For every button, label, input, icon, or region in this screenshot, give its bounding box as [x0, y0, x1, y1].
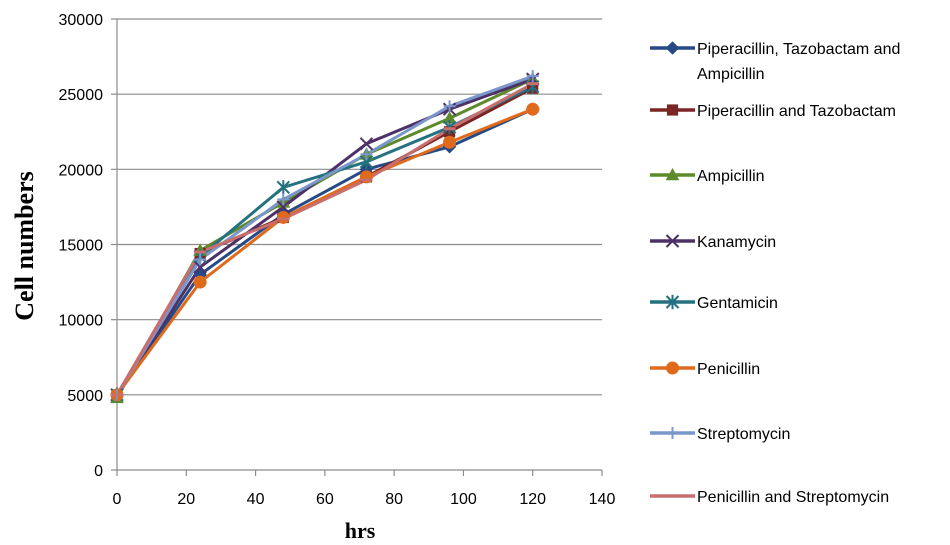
data-point-kanamycin-48: [276, 200, 290, 214]
legend-label-ampicillin: Ampicillin: [697, 168, 765, 185]
data-point-streptomycin-72: [360, 148, 373, 161]
legend-item-penicillin: Penicillin: [650, 361, 760, 378]
data-point-kanamycin-72-b: [359, 137, 374, 151]
x-axis-title: hrs: [345, 518, 376, 543]
legend-marker-piperacillin-tazobactam-and-ampicillin: [665, 41, 680, 55]
y-tick-label-15000: 15000: [59, 238, 104, 255]
legend-marker-piperacillin-and-tazobactam: [666, 104, 679, 116]
legend-label-piperacillin-tazobactam-and-ampicillin-line2: Ampicillin: [697, 66, 765, 83]
x-tick-label-20: 20: [177, 491, 195, 508]
data-point-gentamicin-48: [276, 180, 290, 195]
legend-item-ampicillin: Ampicillin: [650, 167, 765, 185]
data-point-streptomycin-48: [277, 193, 290, 206]
legend-item-penicillin-and-streptomycin: Penicillin and Streptomycin: [650, 489, 889, 506]
axes: 0 5000 10000 15000 20000 25000 30000 0 20 40 60 80 1…: [59, 12, 616, 508]
legend-marker-kanamycin: [665, 234, 680, 248]
data-point-kanamycin-72: [359, 137, 374, 151]
data-point-streptomycin-96: [443, 100, 456, 113]
legend-item-piperacillin-tazobactam-and-ampicillin: Piperacillin, Tazobactam and Ampicillin: [650, 41, 900, 83]
y-tick-label-10000: 10000: [59, 313, 104, 330]
legend-label-gentamicin: Gentamicin: [697, 295, 778, 312]
legend-label-piperacillin-and-tazobactam: Piperacillin and Tazobactam: [697, 103, 896, 120]
x-tick-label-140: 140: [589, 491, 616, 508]
series-markers: [110, 70, 540, 404]
legend-item-kanamycin: Kanamycin: [650, 234, 776, 251]
y-tick-label-20000: 20000: [59, 162, 104, 179]
x-tick-label-80: 80: [385, 491, 403, 508]
y-tick-label-5000: 5000: [67, 388, 103, 405]
data-point-penicillin-48: [276, 210, 290, 224]
gridlines: [117, 18, 602, 396]
series-line-penicillin-and-streptomycin: [115, 82, 535, 397]
legend-marker-penicillin: [666, 361, 679, 375]
data-point-kanamycin-24-b: [193, 260, 207, 274]
data-point-streptomycin-120: [526, 70, 539, 83]
series-line-kanamycin: [115, 77, 535, 397]
legend-label-penicillin-and-streptomycin: Penicillin and Streptomycin: [697, 489, 889, 506]
x-tick-label-120: 120: [519, 491, 546, 508]
series-lines: [115, 74, 535, 400]
legend-label-kanamycin: Kanamycin: [697, 234, 776, 251]
x-tick-label-60: 60: [316, 491, 334, 508]
data-point-penicillin-96: [443, 135, 457, 149]
data-point-kanamycin-24: [193, 260, 207, 274]
legend-item-piperacillin-and-tazobactam: Piperacillin and Tazobactam: [650, 103, 896, 120]
legend-marker-kanamycin-b: [665, 234, 680, 248]
legend-item-streptomycin: Streptomycin: [650, 426, 790, 443]
legend-label-penicillin: Penicillin: [697, 361, 760, 378]
x-tick-label-100: 100: [450, 491, 477, 508]
series-line-streptomycin: [115, 74, 535, 397]
data-point-penicillin-120: [526, 102, 540, 116]
legend-marker-gentamicin: [665, 294, 680, 310]
data-point-kanamycin-48-b: [276, 200, 290, 214]
data-point-penicillin-24: [193, 275, 207, 289]
y-tick-label-25000: 25000: [59, 87, 104, 104]
y-tick-label-0: 0: [94, 463, 103, 480]
legend-item-gentamicin: Gentamicin: [650, 294, 778, 312]
legend-marker-ampicillin: [665, 167, 680, 181]
data-point-gentamicin-96: [442, 120, 457, 135]
series-line-ampicillin: [115, 77, 535, 400]
x-tick-label-0: 0: [113, 491, 122, 508]
legend-marker-streptomycin: [666, 427, 679, 439]
y-tick-label-30000: 30000: [59, 12, 104, 29]
legend: Piperacillin, Tazobactam andAmpicillinPi…: [650, 41, 900, 506]
series-line-piperacillin-tazobactam-and-ampicillin: [115, 107, 535, 397]
legend-label-piperacillin-tazobactam-and-ampicillin: Piperacillin, Tazobactam and: [697, 41, 900, 58]
series-line-penicillin: [115, 107, 535, 397]
legend-label-streptomycin: Streptomycin: [697, 426, 790, 443]
data-point-streptomycin-24: [194, 253, 207, 266]
x-tick-label-40: 40: [247, 491, 265, 508]
y-axis-title: Cell numbers: [10, 171, 39, 321]
